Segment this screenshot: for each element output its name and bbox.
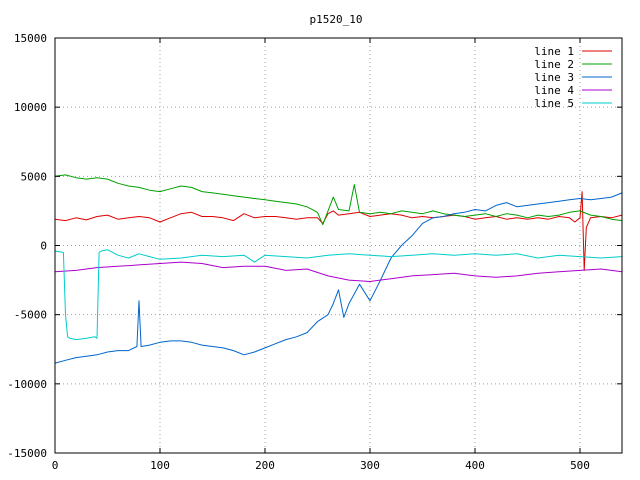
legend-label-5: line 5 bbox=[534, 97, 574, 110]
legend-label-2: line 2 bbox=[534, 58, 574, 71]
y-tick-label: -10000 bbox=[7, 378, 47, 391]
legend-label-3: line 3 bbox=[534, 71, 574, 84]
chart-title: p1520_10 bbox=[310, 13, 363, 26]
x-tick-label: 0 bbox=[52, 459, 59, 472]
series-line-3 bbox=[54, 192, 623, 364]
y-tick-label: -15000 bbox=[7, 447, 47, 460]
y-tick-label: 10000 bbox=[14, 101, 47, 114]
x-tick-label: 100 bbox=[150, 459, 170, 472]
y-tick-label: 15000 bbox=[14, 32, 47, 45]
series-line-2 bbox=[54, 174, 623, 226]
x-tick-label: 500 bbox=[570, 459, 590, 472]
y-tick-label: -5000 bbox=[14, 309, 47, 322]
axes: 0 100 200 300 400 500 -15000 -10000 -5000 0 5000 10… bbox=[7, 32, 622, 472]
series-line-1 bbox=[54, 191, 623, 271]
series-line-4 bbox=[54, 261, 623, 282]
x-tick-label: 200 bbox=[255, 459, 275, 472]
legend-label-1: line 1 bbox=[534, 45, 574, 58]
y-tick-label: 0 bbox=[40, 240, 47, 253]
grid bbox=[55, 38, 622, 453]
y-tick-label: 5000 bbox=[21, 170, 48, 183]
series-line-5 bbox=[54, 249, 623, 341]
x-tick-label: 400 bbox=[465, 459, 485, 472]
x-tick-label: 300 bbox=[360, 459, 380, 472]
series-layer bbox=[54, 174, 623, 364]
legend-label-4: line 4 bbox=[534, 84, 574, 97]
